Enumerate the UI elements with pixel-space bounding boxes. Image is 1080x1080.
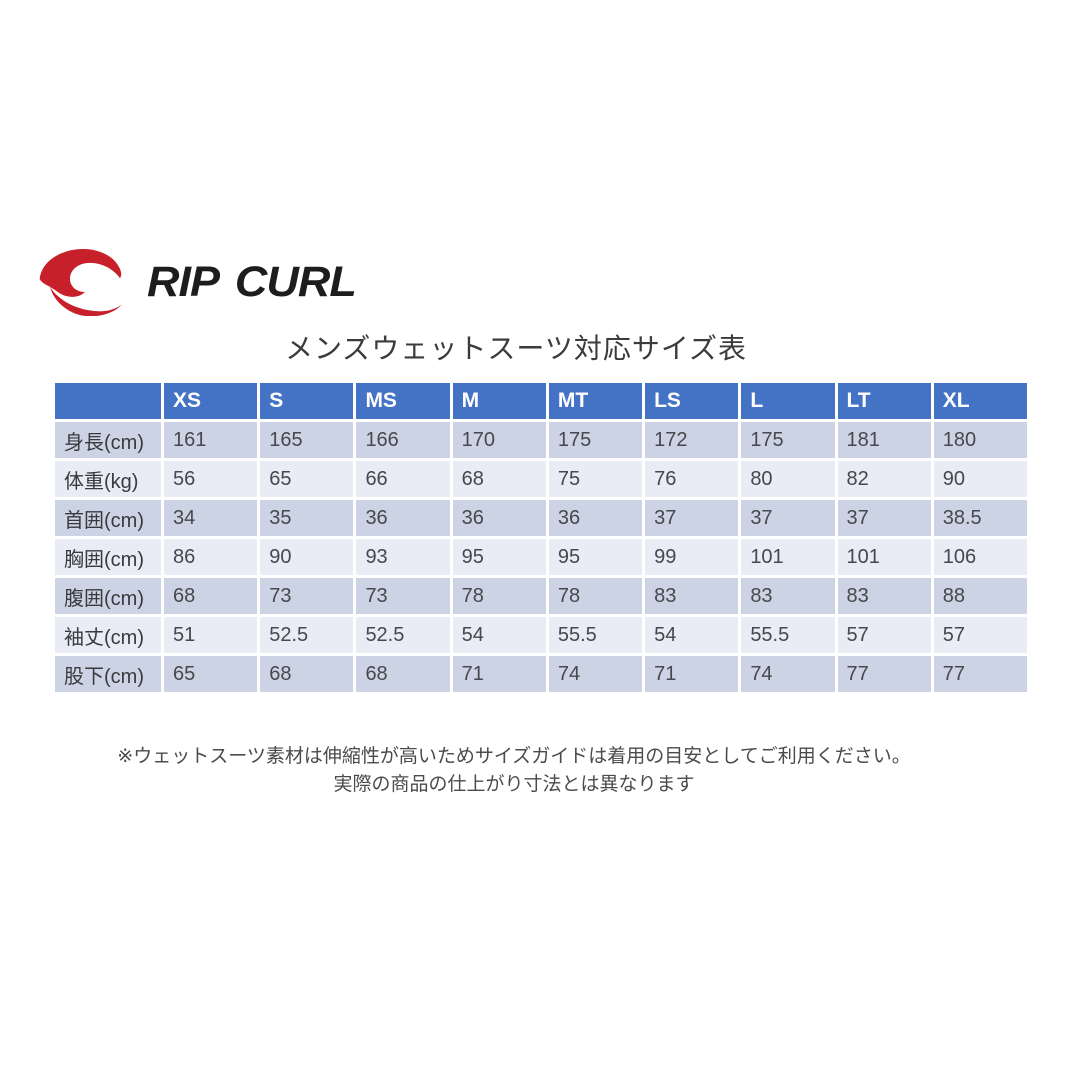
brand-name: RIP CURL	[147, 257, 357, 306]
size-column-header: MT	[548, 383, 643, 419]
size-table-body: 身長(cm) 161 165 166 170 175 172 175 181 180 体重(kg) 5…	[55, 422, 1027, 692]
row-label: 首囲(cm)	[55, 500, 161, 536]
table-cell: 68	[260, 656, 354, 692]
table-cell: 99	[645, 539, 739, 575]
table-cell: 172	[645, 422, 739, 458]
table-cell: 34	[164, 500, 258, 536]
table-cell: 54	[452, 617, 546, 653]
size-column-header: L	[741, 383, 835, 419]
row-label: 身長(cm)	[55, 422, 161, 458]
header-row: XS S MS M MT LS L LT XL	[55, 383, 1027, 419]
table-cell: 57	[837, 617, 931, 653]
table-cell: 36	[548, 500, 643, 536]
table-cell: 38.5	[933, 500, 1027, 536]
table-cell: 75	[548, 461, 643, 497]
table-cell: 76	[645, 461, 739, 497]
table-row: 股下(cm) 65 68 68 71 74 71 74 77 77	[55, 656, 1027, 692]
size-column-header: S	[260, 383, 354, 419]
table-cell: 161	[164, 422, 258, 458]
table-cell: 90	[260, 539, 354, 575]
table-cell: 175	[548, 422, 643, 458]
table-cell: 68	[452, 461, 546, 497]
table-row: 胸囲(cm) 86 90 93 95 95 99 101 101 106	[55, 539, 1027, 575]
table-cell: 73	[356, 578, 450, 614]
row-label: 腹囲(cm)	[55, 578, 161, 614]
table-cell: 56	[164, 461, 258, 497]
table-cell: 101	[741, 539, 835, 575]
row-label: 股下(cm)	[55, 656, 161, 692]
table-cell: 77	[837, 656, 931, 692]
table-cell: 95	[548, 539, 643, 575]
ripcurl-swoosh-icon	[39, 248, 122, 316]
table-cell: 52.5	[260, 617, 354, 653]
table-cell: 170	[452, 422, 546, 458]
corner-header-cell	[55, 383, 161, 419]
table-cell: 175	[741, 422, 835, 458]
table-row: 首囲(cm) 34 35 36 36 36 37 37 37 38.5	[55, 500, 1027, 536]
table-cell: 52.5	[356, 617, 450, 653]
table-cell: 86	[164, 539, 258, 575]
table-cell: 68	[356, 656, 450, 692]
table-row: 体重(kg) 56 65 66 68 75 76 80 82 90	[55, 461, 1027, 497]
table-cell: 82	[837, 461, 931, 497]
table-cell: 83	[645, 578, 739, 614]
table-cell: 65	[260, 461, 354, 497]
table-cell: 37	[645, 500, 739, 536]
table-cell: 77	[933, 656, 1027, 692]
size-column-header: M	[452, 383, 546, 419]
table-cell: 65	[164, 656, 258, 692]
row-label: 体重(kg)	[55, 461, 161, 497]
table-cell: 88	[933, 578, 1027, 614]
row-label: 袖丈(cm)	[55, 617, 161, 653]
table-cell: 95	[452, 539, 546, 575]
table-cell: 36	[452, 500, 546, 536]
footnote-line-2: 実際の商品の仕上がり寸法とは異なります	[333, 774, 695, 795]
footnote-line-1: ※ウェットスーツ素材は伸縮性が高いためサイズガイドは着用の目安としてご利用くださ…	[117, 746, 911, 767]
size-column-header: XL	[933, 383, 1027, 419]
table-cell: 54	[645, 617, 739, 653]
table-row: 身長(cm) 161 165 166 170 175 172 175 181 180	[55, 422, 1027, 458]
table-cell: 74	[548, 656, 643, 692]
footnote: ※ウェットスーツ素材は伸縮性が高いためサイズガイドは着用の目安としてご利用くださ…	[0, 743, 1028, 799]
table-cell: 80	[741, 461, 835, 497]
size-column-header: XS	[164, 383, 258, 419]
table-cell: 78	[452, 578, 546, 614]
table-cell: 57	[933, 617, 1027, 653]
table-cell: 90	[933, 461, 1027, 497]
table-row: 腹囲(cm) 68 73 73 78 78 83 83 83 88	[55, 578, 1027, 614]
table-cell: 71	[452, 656, 546, 692]
table-cell: 73	[260, 578, 354, 614]
table-row: 袖丈(cm) 51 52.5 52.5 54 55.5 54 55.5 57 57	[55, 617, 1027, 653]
table-cell: 36	[356, 500, 450, 536]
table-cell: 37	[837, 500, 931, 536]
table-cell: 101	[837, 539, 931, 575]
row-label: 胸囲(cm)	[55, 539, 161, 575]
table-cell: 166	[356, 422, 450, 458]
page-title: メンズウェットスーツ対応サイズ表	[284, 333, 748, 364]
table-cell: 83	[837, 578, 931, 614]
table-cell: 37	[741, 500, 835, 536]
table-cell: 106	[933, 539, 1027, 575]
table-cell: 181	[837, 422, 931, 458]
table-cell: 68	[164, 578, 258, 614]
table-cell: 93	[356, 539, 450, 575]
table-cell: 71	[645, 656, 739, 692]
table-cell: 51	[164, 617, 258, 653]
brand-logo: RIP CURL	[35, 246, 357, 318]
table-cell: 66	[356, 461, 450, 497]
table-cell: 180	[933, 422, 1027, 458]
size-table: XS S MS M MT LS L LT XL 身長(cm) 161 165 166 170 175 172…	[52, 380, 1030, 695]
size-column-header: MS	[356, 383, 450, 419]
size-column-header: LT	[837, 383, 931, 419]
table-cell: 35	[260, 500, 354, 536]
table-cell: 165	[260, 422, 354, 458]
table-cell: 83	[741, 578, 835, 614]
size-column-header: LS	[645, 383, 739, 419]
size-table-header: XS S MS M MT LS L LT XL	[55, 383, 1027, 419]
table-cell: 55.5	[548, 617, 643, 653]
table-cell: 74	[741, 656, 835, 692]
table-cell: 55.5	[741, 617, 835, 653]
table-cell: 78	[548, 578, 643, 614]
